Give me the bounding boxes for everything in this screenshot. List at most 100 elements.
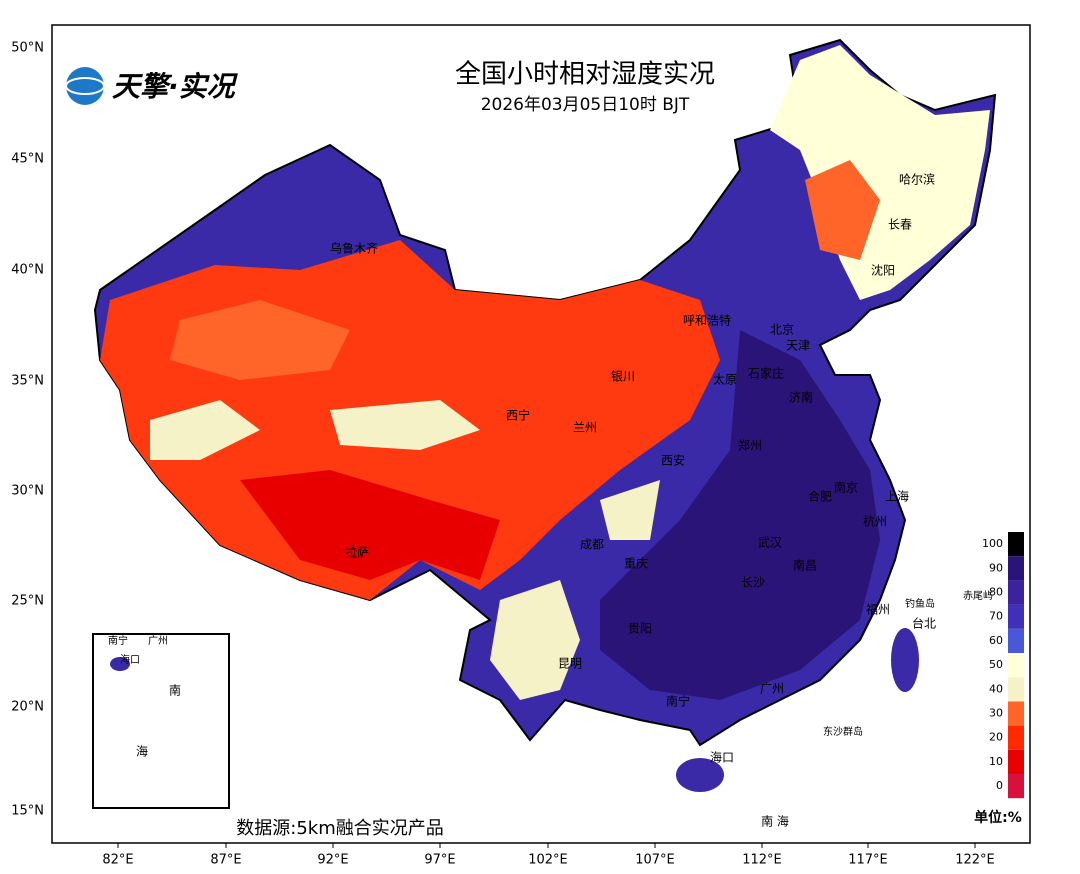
island-label: 东沙群岛 bbox=[823, 725, 863, 738]
region-cream bbox=[490, 580, 580, 700]
city-label: 石家庄 bbox=[748, 366, 784, 381]
colorbar-segment bbox=[1008, 653, 1024, 678]
city-label: 沈阳 bbox=[871, 263, 895, 278]
colorbar-segment bbox=[1008, 749, 1024, 774]
taiwan bbox=[891, 628, 919, 692]
city-label: 拉萨 bbox=[345, 545, 369, 560]
lon-label: 92°E bbox=[317, 853, 348, 868]
city-label: 银川 bbox=[611, 370, 635, 384]
region-cream bbox=[150, 400, 260, 460]
region-cream bbox=[770, 45, 990, 300]
city-label: 台北 bbox=[912, 616, 936, 631]
lat-label: 25°N bbox=[11, 594, 44, 609]
lon-label: 82°E bbox=[102, 853, 133, 868]
lon-label: 117°E bbox=[848, 853, 888, 868]
lat-label: 15°N bbox=[11, 804, 44, 819]
colorbar-label: 80 bbox=[989, 586, 1003, 599]
lon-label: 107°E bbox=[635, 853, 675, 868]
city-label: 成都 bbox=[580, 538, 604, 552]
city-label: 太原 bbox=[713, 372, 737, 387]
city-label: 西宁 bbox=[506, 408, 530, 423]
region-very-dry bbox=[240, 470, 500, 580]
island-label: 南 海 bbox=[761, 814, 789, 829]
region-cream bbox=[330, 400, 480, 450]
lon-label: 122°E bbox=[955, 853, 995, 868]
city-label: 海口 bbox=[710, 750, 734, 765]
china-map bbox=[93, 38, 997, 792]
city-label: 南宁 bbox=[666, 694, 690, 709]
inset-label: 海 bbox=[136, 744, 148, 759]
colorbar-segment bbox=[1008, 580, 1024, 605]
colorbar-segment bbox=[1008, 725, 1024, 750]
colorbar-label: 0 bbox=[996, 779, 1003, 792]
lat-label: 45°N bbox=[11, 152, 44, 167]
lon-label: 97°E bbox=[424, 853, 455, 868]
logo: 天擎·实况 bbox=[65, 67, 239, 105]
source: 数据源:5km融合实况产品 bbox=[236, 818, 443, 839]
colorbar-label: 20 bbox=[989, 731, 1003, 744]
title: 全国小时相对湿度实况 bbox=[455, 60, 715, 90]
unit: 单位:% bbox=[974, 809, 1022, 826]
city-label: 兰州 bbox=[573, 421, 597, 435]
inset-hainan bbox=[110, 657, 130, 671]
colorbar-label: 100 bbox=[982, 537, 1003, 550]
island-label: 赤尾屿 bbox=[963, 590, 993, 602]
city-label: 呼和浩特 bbox=[683, 313, 731, 328]
city-label: 上海 bbox=[885, 489, 909, 504]
subtitle: 2026年03月05日10时 BJT bbox=[481, 95, 690, 115]
colorbar-segment bbox=[1008, 556, 1024, 581]
region-north-blue bbox=[215, 150, 395, 255]
lon-label: 87°E bbox=[210, 853, 241, 868]
inset-label: 南 bbox=[169, 683, 181, 698]
island-label: 钓鱼岛 bbox=[905, 597, 935, 610]
city-label: 武汉 bbox=[758, 536, 782, 550]
city-label: 哈尔滨 bbox=[899, 172, 935, 187]
colorbar-label: 10 bbox=[989, 755, 1003, 768]
city-label: 天津 bbox=[786, 339, 810, 353]
colorbar-segment bbox=[1008, 677, 1024, 702]
colorbar-label: 50 bbox=[989, 658, 1003, 671]
city-label: 广州 bbox=[760, 682, 784, 696]
city-label: 北京 bbox=[770, 323, 794, 337]
colorbar-segment bbox=[1008, 701, 1024, 726]
region-dark-humid bbox=[600, 330, 880, 700]
lat-label: 50°N bbox=[11, 41, 44, 56]
city-label: 合肥 bbox=[808, 489, 832, 504]
lat-label: 20°N bbox=[11, 700, 44, 715]
colorbar-label: 70 bbox=[989, 610, 1003, 623]
colorbar-label: 30 bbox=[989, 707, 1003, 720]
lat-label: 30°N bbox=[11, 484, 44, 499]
city-label: 杭州 bbox=[863, 514, 887, 529]
logo-orbit bbox=[65, 77, 105, 95]
city-label: 重庆 bbox=[624, 557, 648, 571]
lat-label: 35°N bbox=[11, 374, 44, 389]
inset-label: 广州 bbox=[148, 635, 168, 647]
region-dry-ne bbox=[805, 160, 880, 260]
colorbar-segment bbox=[1008, 532, 1024, 557]
lon-label: 102°E bbox=[528, 853, 568, 868]
city-label: 南昌 bbox=[793, 558, 817, 573]
city-label: 长春 bbox=[888, 218, 912, 232]
logo-text: 天擎·实况 bbox=[112, 70, 239, 103]
hainan bbox=[676, 758, 724, 792]
colorbar-label: 40 bbox=[989, 682, 1003, 695]
city-label: 昆明 bbox=[558, 657, 582, 671]
colorbar-label: 60 bbox=[989, 634, 1003, 647]
colorbar-segment bbox=[1008, 628, 1024, 653]
colorbar-label: 90 bbox=[989, 561, 1003, 574]
city-label: 福州 bbox=[866, 602, 890, 617]
colorbar-segment bbox=[1008, 604, 1024, 629]
city-label: 乌鲁木齐 bbox=[330, 241, 378, 256]
city-label: 西安 bbox=[661, 453, 685, 468]
logo-globe bbox=[66, 67, 104, 105]
inset-label: 海口 bbox=[120, 653, 140, 666]
region-cream bbox=[600, 480, 660, 540]
city-label: 长沙 bbox=[741, 576, 765, 590]
colorbar-segment bbox=[1008, 774, 1024, 799]
city-label: 南京 bbox=[834, 480, 858, 495]
region-moderate bbox=[170, 300, 350, 380]
city-label: 济南 bbox=[789, 390, 813, 405]
inset-label: 南宁 bbox=[108, 634, 128, 647]
city-label: 郑州 bbox=[738, 438, 762, 453]
